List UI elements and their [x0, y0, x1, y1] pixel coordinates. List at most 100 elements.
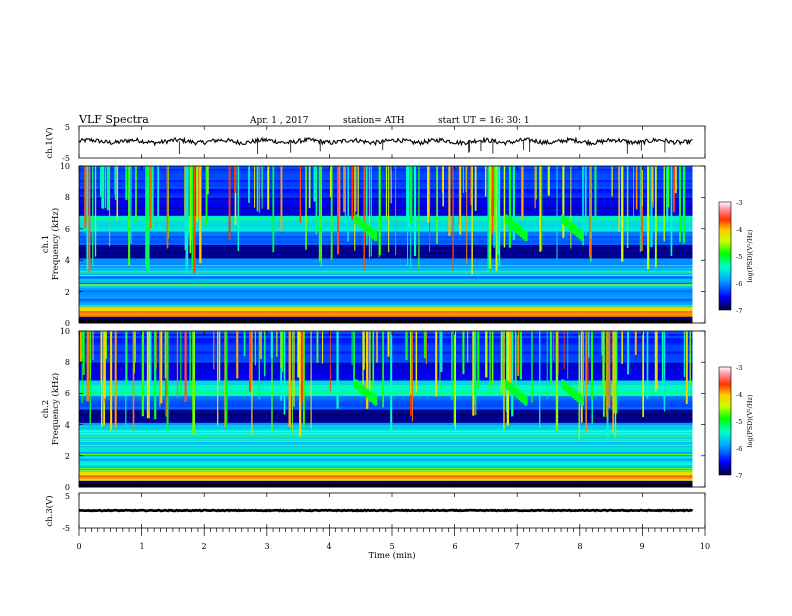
chorus-burst [517, 225, 522, 236]
time-axis: 0 1 2 3 4 5 6 7 8 9 10 Time (min) [76, 528, 710, 561]
sferic-streak [256, 166, 259, 212]
spectrogram-band [79, 464, 693, 468]
xtick-8: 8 [577, 542, 582, 551]
spectrogram-line [79, 311, 693, 313]
spectrogram-band [79, 266, 693, 270]
sferic-streak [166, 166, 169, 249]
spectrogram-band [79, 359, 693, 363]
sferic-streak [193, 166, 196, 274]
sferic-streak [363, 166, 365, 270]
spectrogram-band [79, 402, 693, 406]
chorus-burst [565, 383, 569, 393]
spectrogram-band [79, 473, 693, 477]
colorbar-ch2-tick-neg6: -6 [736, 445, 742, 453]
sferic-streak [355, 166, 357, 212]
sferic-streak [160, 331, 163, 404]
ch2-ytick-4: 4 [65, 421, 70, 430]
sferic-streak [330, 166, 333, 260]
spectrogram-band [79, 302, 693, 306]
spectrogram-band [79, 391, 693, 394]
spectrogram-line [79, 275, 693, 276]
spectrogram-line [79, 470, 693, 472]
sferic-streak [86, 166, 89, 271]
sferic-streak [646, 331, 649, 399]
sferic-streak [261, 166, 263, 209]
sferic-streak [299, 166, 302, 223]
spectrogram-band [79, 411, 693, 414]
sferic-streak [313, 166, 316, 202]
spectrogram-band [79, 342, 693, 345]
sferic-streak [125, 331, 127, 426]
ch1-frequency-label: Frequency (kHz) [50, 208, 61, 280]
sferic-streak [436, 166, 438, 244]
sferic-streak [418, 166, 420, 269]
sferic-streak [293, 331, 295, 407]
chorus-burst [524, 231, 528, 242]
waveform-line [78, 136, 693, 147]
sferic-streak [618, 166, 620, 232]
spectrogram-band [79, 174, 693, 178]
spectrogram-band [79, 346, 693, 350]
header-station: station= ATH [343, 116, 405, 126]
chorus-burst [567, 384, 571, 395]
chorus-burst [520, 392, 524, 402]
ch1-spectrogram-image [78, 165, 706, 324]
sferic-streak [471, 166, 473, 275]
spectrogram-band [79, 282, 693, 286]
spectrogram-band [79, 208, 693, 212]
chorus-burst [515, 224, 519, 234]
spectrogram-band [79, 331, 693, 334]
figure-title: VLF Spectra [78, 113, 149, 126]
sferic-streak [612, 331, 614, 434]
sferic-streak [614, 331, 617, 415]
spectrogram-line [79, 305, 693, 307]
chorus-burst [361, 384, 365, 395]
spectrogram-band [79, 375, 693, 379]
chorus-burst [561, 214, 565, 225]
waveform-line [78, 508, 694, 513]
spectrogram-band [79, 368, 693, 372]
colorbar-ch2-gradient [718, 366, 732, 476]
sferic-streak [492, 331, 494, 385]
ch1-waveform-panel: 5 -5 ch.1(V) [44, 123, 706, 163]
sferic-streak [427, 166, 430, 223]
spectrogram-band [79, 395, 693, 399]
chorus-burst [367, 390, 371, 400]
spectrogram-band [79, 237, 693, 241]
chorus-burst [356, 381, 360, 391]
sferic-streak [641, 166, 643, 207]
chorus-burst [515, 388, 519, 399]
colorbar-ch1-tick-neg3: -3 [736, 199, 742, 207]
sferic-streak [186, 166, 189, 238]
sferic-streak [541, 166, 543, 251]
xtick-1: 1 [139, 542, 144, 551]
spectrogram-band [79, 284, 693, 288]
sferic-streak [234, 166, 237, 225]
sferic-streak [661, 331, 664, 384]
sferic-streak [534, 166, 536, 209]
sferic-streak [248, 166, 250, 203]
spectrogram-band [79, 480, 693, 484]
spectrogram-band [79, 195, 693, 198]
time-axis-label: Time (min) [368, 550, 415, 561]
chorus-burst [513, 222, 517, 232]
sferic-streak [366, 166, 368, 246]
spectrogram-band [79, 273, 693, 277]
sferic-streak [535, 166, 537, 200]
sferic-streak [639, 166, 641, 253]
ch2-ytick-10: 10 [60, 327, 70, 336]
xtick-6: 6 [452, 542, 457, 551]
spectrogram-band [79, 190, 693, 194]
chorus-burst [371, 394, 376, 404]
ch3-ytick-bottom: -5 [62, 524, 70, 533]
sferic-streak [164, 331, 167, 379]
ch1-ytick-4: 4 [65, 256, 70, 265]
sferic-streak [128, 166, 131, 266]
sferic-streak [440, 331, 443, 372]
spectrogram-band [79, 339, 693, 343]
spectrogram-base [79, 319, 693, 323]
spectrogram-band [79, 197, 693, 201]
spectrogram-band [79, 275, 693, 279]
sferic-streak [655, 331, 658, 390]
spectrogram-band [79, 179, 693, 183]
